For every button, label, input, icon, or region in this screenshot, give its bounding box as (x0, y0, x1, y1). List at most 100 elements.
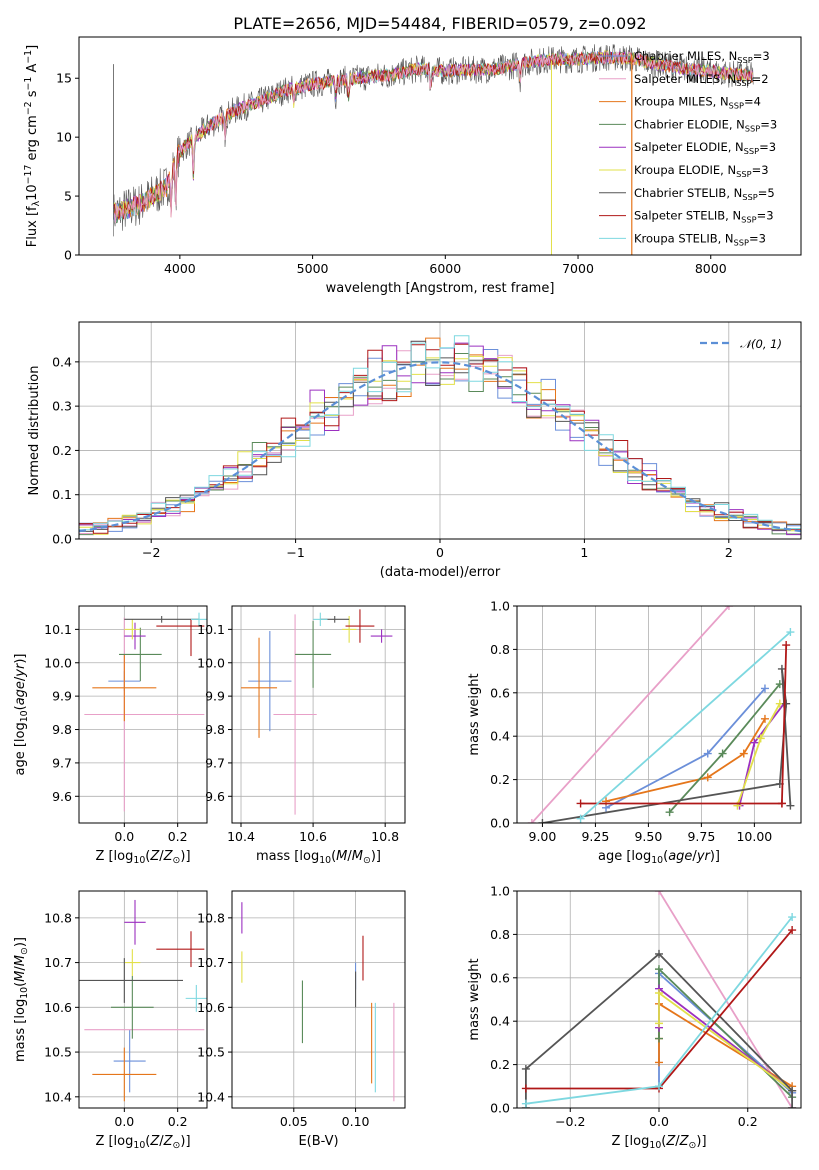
series-marker (527, 819, 536, 823)
legend-entry: Salpeter STELIB, NSSP​=3 (634, 209, 774, 225)
y-tick-label: 10.1 (197, 622, 225, 637)
errorbar-point (156, 931, 205, 968)
mass_weight_vs_Z-panel: −0.2 0.0 0.2 0.0 0.2 0.4 0.6 0.8 1.0 Z [log10​(Z/… (467, 884, 802, 1151)
spectrum-legend: Chabrier MILES, NSSP​=3 Salpeter MILES, N… (599, 49, 777, 247)
mass-weight-series-line (605, 718, 766, 803)
y-axis-label: Flux [fλ​10−17​ erg cm−2​ s−1​ A−1​] (23, 45, 42, 247)
series-marker (655, 1034, 663, 1043)
x-tick-label: 10.00 (736, 829, 772, 844)
series-marker (718, 749, 727, 758)
y-tick-label: 15 (56, 71, 72, 86)
y-tick-label: 10.6 (197, 1000, 225, 1015)
x-axis-label: Z [log10​(Z/Z⊙​)] (611, 1134, 706, 1151)
series-marker (786, 801, 795, 810)
series-marker (538, 819, 547, 823)
x-axis-label: mass [log10​(M/M⊙​)] (256, 849, 381, 866)
mass_vs_ebv-plot-area (241, 902, 395, 1102)
x-tick-label: −2 (142, 545, 160, 560)
legend-entry: Kroupa MILES, NSSP​=4 (634, 95, 761, 111)
mass_weight_vs_age-plot-area (527, 606, 795, 823)
errorbar-point (92, 1047, 157, 1102)
series-marker (521, 1099, 530, 1108)
y-tick-label: 0.4 (52, 354, 72, 369)
series-marker (576, 814, 585, 823)
series-marker (521, 1064, 530, 1073)
y-tick-label: 9.9 (52, 689, 72, 704)
spectrum-series-line (113, 44, 754, 237)
x-tick-label: 5000 (297, 261, 329, 276)
errorbar-point (124, 622, 146, 650)
x-tick-label: −0.2 (555, 1114, 585, 1129)
errorbar-point (313, 612, 328, 627)
spectrum-series-line (113, 50, 754, 224)
mass-weight-series-line (580, 645, 788, 805)
y-tick-label: 0.4 (490, 1014, 510, 1029)
mass-weight-series-line (531, 606, 730, 823)
axes-frame (78, 36, 802, 256)
figure-title: PLATE=2656, MJD=54484, FIBERID=0579, z=0… (233, 14, 646, 33)
y-tick-label: 0.6 (490, 685, 510, 700)
residuals-plot-area (79, 335, 801, 539)
x-tick-label: 0 (436, 545, 444, 560)
legend-entry: 𝒩(0, 1) (740, 337, 782, 351)
errorbar-point (345, 609, 375, 643)
x-tick-label: 8000 (695, 261, 727, 276)
y-tick-label: 10.0 (44, 655, 72, 670)
y-tick-label: 0.8 (490, 642, 510, 657)
errorbar-point (84, 617, 205, 812)
series-marker (756, 734, 765, 743)
x-axis-label: age [log10​(age/yr)] (598, 849, 720, 866)
series-marker (760, 684, 769, 693)
residuals-panel: −2 −1 0 1 2 0.0 0.1 0.2 0.3 0.4 (data-model)/error… (27, 321, 802, 580)
series-marker (788, 913, 797, 922)
errorbar-point (341, 616, 357, 643)
errorbar-point (156, 619, 205, 657)
errorbar-point (248, 631, 292, 732)
series-marker (739, 749, 748, 758)
x-axis-label: wavelength [Angstrom, rest frame] (326, 281, 555, 296)
y-tick-label: 10.5 (197, 1045, 225, 1060)
y-tick-label: 10.8 (197, 910, 225, 925)
series-marker (777, 664, 786, 673)
x-tick-label: 6000 (429, 261, 461, 276)
y-tick-label: 9.8 (52, 722, 72, 737)
series-marker (724, 606, 733, 610)
series-marker (782, 699, 791, 708)
y-tick-label: 0.1 (52, 487, 72, 502)
y-tick-label: 9.9 (205, 689, 225, 704)
mass_vs_ebv-panel: 0.05 0.10 10.4 10.5 10.6 10.7 10.8 E(B-V) (197, 890, 406, 1149)
normal-curve (79, 361, 801, 533)
y-tick-label: 0.0 (490, 1101, 510, 1116)
series-marker (782, 641, 791, 650)
series-marker (655, 949, 663, 958)
axes-frame (78, 890, 208, 1109)
x-tick-label: 0.2 (738, 1114, 758, 1129)
errorbar-point (295, 621, 332, 688)
mass_vs_Z-panel: 0.0 0.2 10.4 10.5 10.6 10.7 10.8 Z [log10​(Z/Z⊙… (13, 890, 208, 1151)
y-axis-label: mass [log10​(M/M⊙​)] (13, 937, 30, 1062)
mass-weight-series-line (658, 966, 793, 1098)
x-axis-label: E(B-V) (298, 1134, 338, 1149)
y-axis-label: mass weight (467, 673, 482, 755)
y-tick-label: 9.6 (52, 789, 72, 804)
y-tick-label: 10.6 (44, 1000, 72, 1015)
series-marker (576, 799, 585, 808)
spectrum-plot-area (113, 44, 754, 255)
series-marker (665, 808, 674, 817)
y-tick-label: 0.2 (490, 772, 510, 787)
errorbar-point (113, 1029, 146, 1093)
series-marker (655, 1058, 663, 1067)
x-tick-label: 7000 (562, 261, 594, 276)
x-tick-label: 9.25 (581, 829, 609, 844)
y-tick-label: 0.4 (490, 729, 510, 744)
errorbar-point (185, 984, 207, 1012)
x-tick-label: 0.2 (168, 829, 188, 844)
x-tick-label: 9.75 (687, 829, 715, 844)
y-tick-label: 1.0 (490, 599, 510, 614)
x-tick-label: 0.0 (649, 1114, 669, 1129)
y-tick-label: 0.8 (490, 927, 510, 942)
x-axis-label: Z [log10​(Z/Z⊙​)] (95, 849, 190, 866)
y-tick-label: 9.6 (205, 789, 225, 804)
x-tick-label: 4000 (164, 261, 196, 276)
